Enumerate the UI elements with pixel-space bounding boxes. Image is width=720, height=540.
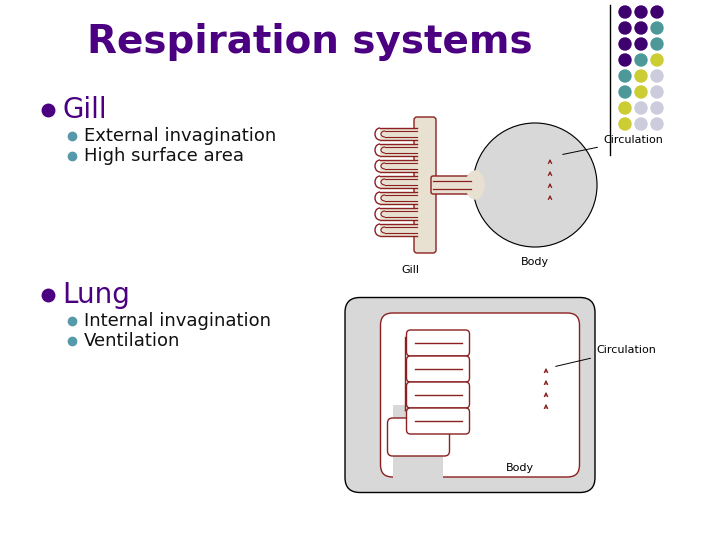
Text: Internal invagination: Internal invagination <box>84 312 271 330</box>
Circle shape <box>619 86 631 98</box>
Text: External invagination: External invagination <box>84 127 276 145</box>
Circle shape <box>635 38 647 50</box>
Circle shape <box>619 22 631 34</box>
FancyBboxPatch shape <box>380 313 580 477</box>
Text: Body: Body <box>506 463 534 473</box>
FancyBboxPatch shape <box>407 330 469 356</box>
Text: Body: Body <box>521 257 549 267</box>
FancyBboxPatch shape <box>407 356 469 382</box>
FancyBboxPatch shape <box>431 176 475 194</box>
Text: Circulation: Circulation <box>556 345 656 366</box>
Circle shape <box>635 22 647 34</box>
FancyBboxPatch shape <box>380 208 417 220</box>
Circle shape <box>619 70 631 82</box>
Circle shape <box>619 38 631 50</box>
Circle shape <box>619 118 631 130</box>
Text: Respiration systems: Respiration systems <box>87 23 533 61</box>
Circle shape <box>651 22 663 34</box>
FancyBboxPatch shape <box>380 160 417 172</box>
Circle shape <box>651 70 663 82</box>
FancyBboxPatch shape <box>380 128 417 140</box>
FancyBboxPatch shape <box>407 408 469 434</box>
Text: Lung: Lung <box>62 281 130 309</box>
Bar <box>392 405 443 490</box>
Circle shape <box>473 123 597 247</box>
Circle shape <box>619 54 631 66</box>
Circle shape <box>635 70 647 82</box>
Text: Circulation: Circulation <box>563 135 663 154</box>
FancyBboxPatch shape <box>407 382 469 408</box>
Text: Gill: Gill <box>401 265 419 275</box>
FancyBboxPatch shape <box>380 144 417 156</box>
FancyBboxPatch shape <box>345 298 595 492</box>
Circle shape <box>635 6 647 18</box>
FancyBboxPatch shape <box>414 117 436 253</box>
FancyBboxPatch shape <box>387 418 449 456</box>
Text: High surface area: High surface area <box>84 147 244 165</box>
Circle shape <box>635 118 647 130</box>
Text: Lung: Lung <box>416 437 444 447</box>
Circle shape <box>619 6 631 18</box>
Circle shape <box>635 86 647 98</box>
Circle shape <box>619 102 631 114</box>
Ellipse shape <box>466 171 484 199</box>
Text: Gill: Gill <box>62 96 107 124</box>
Text: Ventilation: Ventilation <box>84 332 181 350</box>
Circle shape <box>651 118 663 130</box>
FancyBboxPatch shape <box>380 192 417 204</box>
FancyBboxPatch shape <box>380 176 417 188</box>
Circle shape <box>635 102 647 114</box>
Circle shape <box>651 86 663 98</box>
Circle shape <box>651 102 663 114</box>
Circle shape <box>651 54 663 66</box>
Circle shape <box>651 38 663 50</box>
FancyBboxPatch shape <box>380 224 417 236</box>
Circle shape <box>651 6 663 18</box>
Circle shape <box>635 54 647 66</box>
